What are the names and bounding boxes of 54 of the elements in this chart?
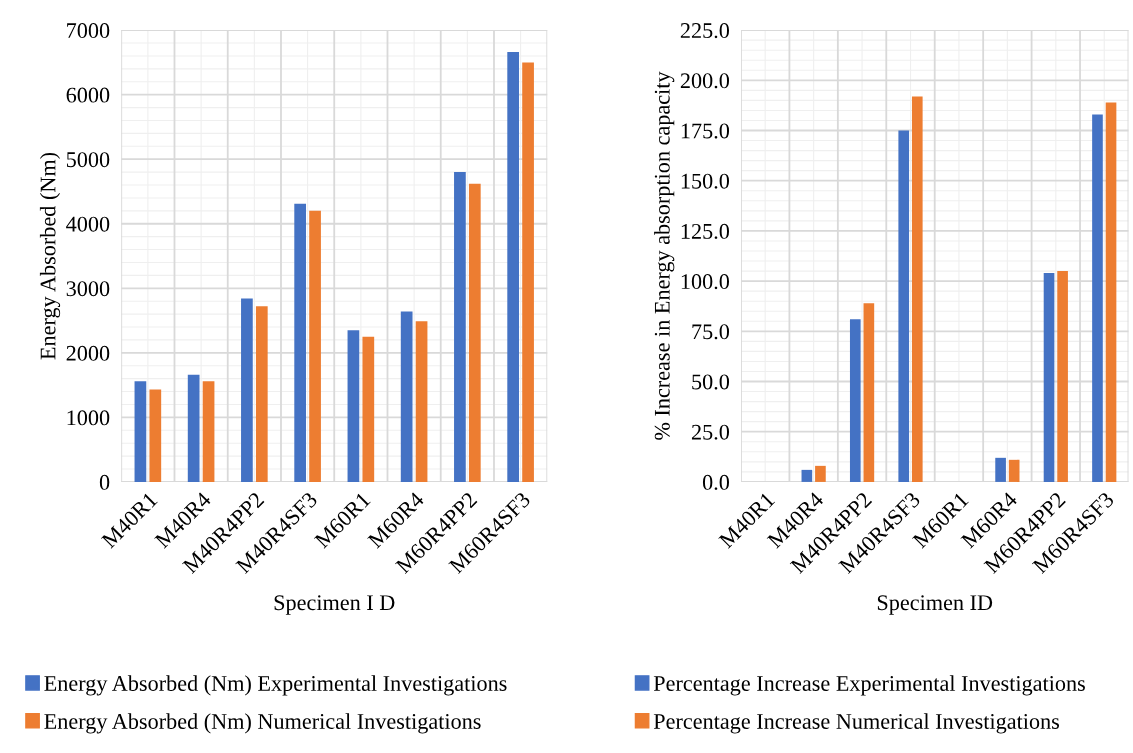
legend-label: Percentage Increase Numerical Investigations (653, 713, 1060, 734)
bar (849, 319, 861, 482)
bar (202, 381, 215, 482)
y-tick-label: 0 (99, 474, 110, 490)
legend-label: Energy Absorbed (Nm) Experimental Investigations (44, 675, 507, 696)
bar (815, 465, 826, 482)
bar (149, 389, 162, 482)
bar (468, 183, 481, 482)
y-tick-label: 4000 (66, 216, 110, 232)
legend-label: Energy Absorbed (Nm) Numerical Investigations (44, 713, 481, 734)
bar (898, 130, 910, 482)
bar (454, 172, 466, 482)
y-tick-label: 200.0 (680, 73, 730, 89)
y-tick-label: 3000 (66, 281, 110, 297)
x-axis-title: Specimen I D (274, 595, 395, 615)
bar (863, 303, 875, 482)
y-tick-label: 125.0 (681, 223, 730, 239)
bar (134, 381, 147, 482)
bar (309, 210, 321, 482)
bar (241, 298, 253, 482)
y-axis-title: Energy Absorbed (Nm) (39, 152, 61, 360)
bar (1043, 273, 1055, 482)
bar (362, 336, 375, 482)
bar (1105, 102, 1117, 482)
bar (255, 306, 268, 482)
bar (1057, 271, 1068, 482)
y-tick-label: 150.0 (681, 173, 730, 189)
y-tick-label: 175.0 (681, 123, 730, 139)
bar (911, 96, 923, 482)
y-tick-label: 50.0 (692, 374, 730, 390)
y-tick-label: 225.0 (680, 23, 730, 39)
bar (1008, 459, 1020, 482)
bar (507, 52, 520, 482)
y-tick-label: 5000 (66, 152, 110, 168)
x-axis-title: Specimen ID (877, 595, 993, 615)
bar (294, 203, 307, 482)
bar (995, 457, 1006, 482)
y-tick-label: 25.0 (691, 424, 730, 440)
y-tick-label: 0.0 (702, 474, 730, 490)
legend-label: Percentage Increase Experimental Investigations (653, 675, 1085, 696)
y-tick-label: 7000 (67, 23, 110, 39)
bar (347, 330, 360, 482)
bar (522, 62, 534, 482)
y-tick-label: 2000 (66, 345, 110, 361)
bar (187, 374, 200, 482)
bar (400, 311, 413, 482)
bar (801, 469, 813, 482)
bar (415, 321, 428, 482)
y-tick-label: 6000 (66, 87, 110, 103)
y-axis-title: % Increase in Energy absorption capacity (654, 71, 675, 440)
y-tick-label: 75.0 (692, 324, 730, 340)
bar (1092, 114, 1103, 482)
y-tick-label: 100.0 (681, 274, 730, 290)
y-tick-label: 1000 (67, 410, 110, 426)
